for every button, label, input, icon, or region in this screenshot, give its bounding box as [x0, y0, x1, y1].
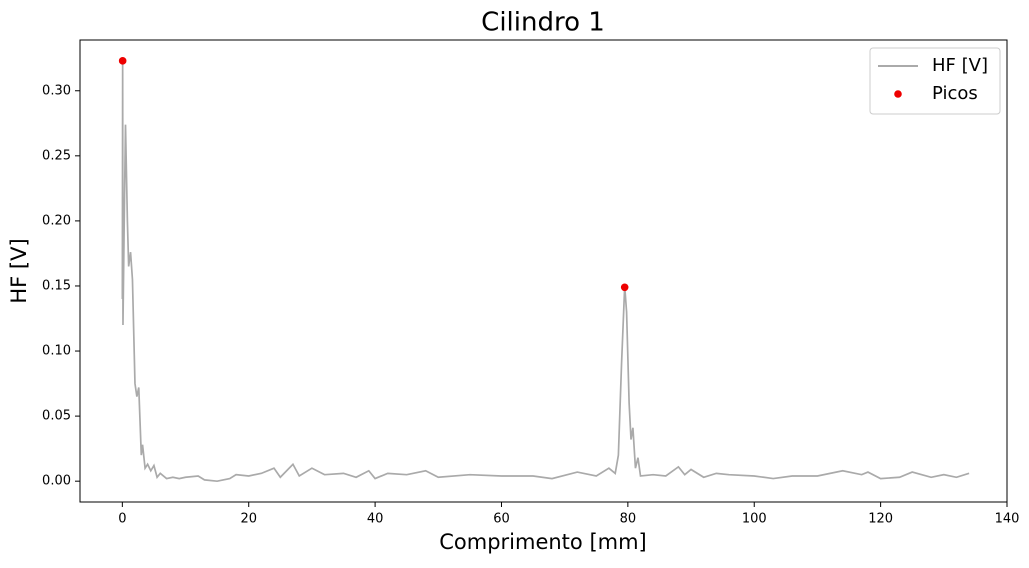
x-tick-label: 140	[995, 512, 1020, 527]
x-axis-label: Comprimento [mm]	[439, 530, 647, 554]
peak-point	[118, 57, 127, 65]
x-tick-label: 80	[620, 512, 637, 527]
plot-frame	[79, 39, 1008, 503]
legend-box	[869, 47, 1001, 115]
x-tick-label: 60	[493, 512, 510, 527]
y-tick-label: 0.25	[42, 148, 71, 163]
y-tick-label: 0.00	[42, 474, 71, 489]
x-tick-label: 0	[118, 512, 126, 527]
x-tick-label: 40	[367, 512, 384, 527]
legend-marker	[894, 90, 902, 98]
y-tick-label: 0.15	[42, 278, 71, 293]
chart-title: Cilindro 1	[481, 8, 605, 38]
y-tick-label: 0.10	[42, 344, 71, 359]
data-line	[121, 60, 970, 483]
x-tick-label: 120	[868, 512, 893, 527]
legend-label: HF [V]	[932, 55, 988, 76]
y-tick-label: 0.30	[42, 83, 71, 98]
legend-label: Picos	[932, 83, 978, 104]
x-tick-label: 20	[240, 512, 257, 527]
y-axis-label: HF [V]	[7, 238, 31, 303]
peak-point	[620, 283, 629, 292]
x-tick-label: 100	[742, 512, 767, 527]
y-tick-label: 0.20	[42, 213, 71, 228]
y-tick-label: 0.05	[42, 409, 71, 424]
